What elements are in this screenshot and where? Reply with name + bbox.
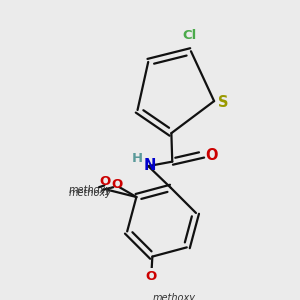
Text: methoxy: methoxy (152, 292, 195, 300)
Text: O: O (205, 148, 218, 163)
Text: O: O (145, 270, 156, 283)
Text: O: O (111, 178, 122, 191)
Text: S: S (218, 95, 228, 110)
Text: Cl: Cl (182, 29, 196, 42)
Text: O: O (100, 176, 111, 188)
Text: methoxy: methoxy (69, 185, 112, 195)
Text: N: N (144, 158, 156, 173)
Text: H: H (132, 152, 143, 165)
Text: methoxy: methoxy (69, 188, 112, 198)
